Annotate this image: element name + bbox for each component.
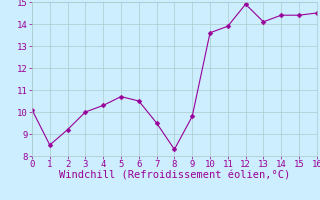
- X-axis label: Windchill (Refroidissement éolien,°C): Windchill (Refroidissement éolien,°C): [59, 171, 290, 181]
